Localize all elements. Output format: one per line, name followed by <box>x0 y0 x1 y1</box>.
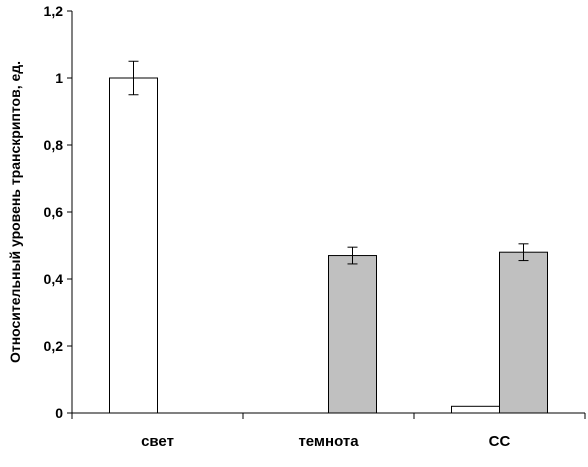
y-tick-label-4: 0,8 <box>44 137 64 153</box>
bar-1-1 <box>328 255 377 414</box>
y-tick-label-0: 0 <box>55 405 63 421</box>
bar-0-0 <box>109 77 158 414</box>
bar-2-1 <box>499 251 548 414</box>
y-tick-label-3: 0,6 <box>44 204 64 220</box>
x-category-label-2: СС <box>489 433 511 450</box>
y-ticks-group: 0 0,2 0,4 0,6 0,8 1 1,2 <box>44 3 72 421</box>
y-axis-label: Относительный уровень транскриптов, ед. <box>7 61 23 363</box>
y-tick-label-2: 0,4 <box>44 271 64 287</box>
x-category-label-0: свет <box>141 433 174 450</box>
bars-group <box>109 77 548 414</box>
x-ticks-group: свет темнота СС <box>71 413 586 450</box>
y-tick-label-5: 1 <box>55 70 63 86</box>
bar-2-0 <box>451 405 500 414</box>
y-tick-label-6: 1,2 <box>44 3 64 19</box>
error-bars-group <box>128 60 529 265</box>
y-tick-label-1: 0,2 <box>44 338 64 354</box>
x-category-label-1: темнота <box>298 433 359 450</box>
